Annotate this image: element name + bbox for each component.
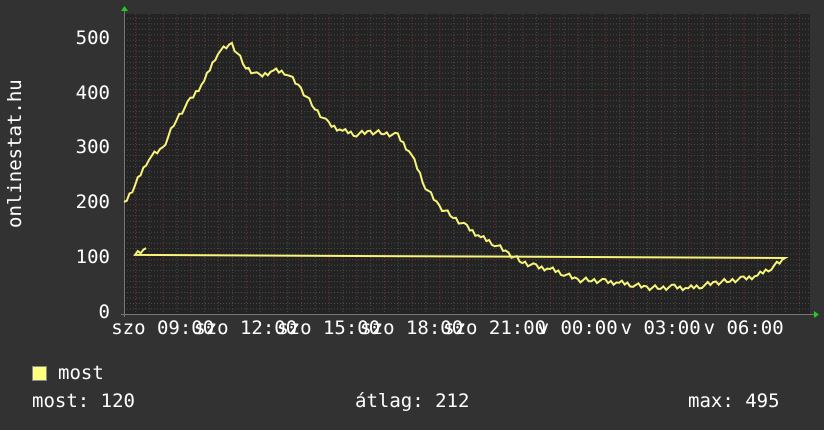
legend-label-most: most (58, 362, 104, 384)
stat-current: most: 120 (32, 390, 135, 412)
y-tick-label: 200 (75, 191, 110, 214)
stat-max: max: 495 (688, 390, 780, 412)
y-tick-label: 400 (75, 81, 110, 104)
x-tick-label: v 03:00 (620, 317, 701, 339)
x-tick-label: szo 12:00 (194, 317, 298, 339)
x-axis-arrow-icon (814, 311, 819, 318)
x-tick-label: szo 21:00 (443, 317, 547, 339)
x-tick-label: szo 09:00 (111, 317, 215, 339)
x-tick-label: szo 15:00 (277, 317, 381, 339)
y-tick-label: 300 (75, 136, 110, 159)
y-tick-label: 0 (98, 301, 110, 323)
x-tick-label: v 06:00 (703, 317, 784, 339)
stat-average: átlag: 212 (355, 390, 470, 412)
y-axis-arrow-icon (121, 6, 128, 11)
x-tick-label: szo 18:00 (360, 317, 464, 339)
legend-swatch-most (32, 366, 47, 381)
series-line-most (123, 41, 789, 292)
y-axis-label: onlinestat.hu (4, 79, 26, 228)
x-tick-label: v 00:00 (537, 317, 618, 339)
y-tick-label: 100 (75, 246, 110, 269)
y-tick-label: 500 (75, 26, 110, 49)
